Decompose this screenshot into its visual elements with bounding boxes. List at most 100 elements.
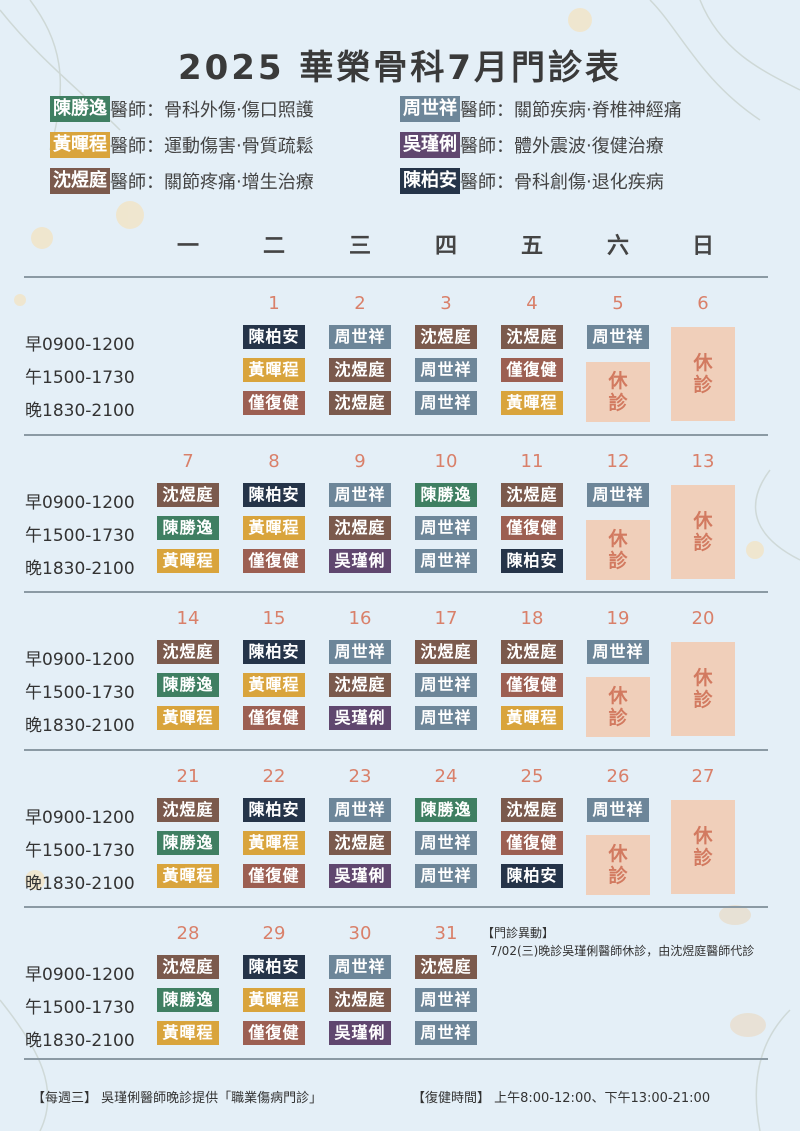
- shift-cell: 周世祥: [415, 1021, 477, 1045]
- shift-cell: 僅復健: [501, 516, 563, 540]
- closed-block: 休診: [586, 677, 650, 737]
- shift-cell: 沈煜庭: [415, 640, 477, 664]
- closed-block: 休診: [671, 485, 735, 579]
- closed-label: 休診: [693, 825, 713, 869]
- day-number: 4: [526, 293, 538, 314]
- shift-cell: 僅復健: [501, 831, 563, 855]
- day-number: 15: [262, 608, 286, 629]
- time-slot-label: 午1500-1730: [25, 368, 135, 388]
- doctor-specialty: 關節疼痛‧增生治療: [164, 172, 314, 193]
- week-divider: [24, 1058, 768, 1060]
- day-number: 19: [606, 608, 630, 629]
- day-number: 16: [348, 608, 372, 629]
- week-divider: [24, 591, 768, 593]
- shift-cell: 沈煜庭: [501, 325, 563, 349]
- closed-label: 休診: [608, 685, 628, 729]
- doctor-title: 醫師：: [110, 172, 164, 193]
- shift-cell: 黃暉程: [243, 988, 305, 1012]
- doctor-specialty: 體外震波‧復健治療: [514, 136, 664, 157]
- shift-cell: 周世祥: [415, 391, 477, 415]
- doctor-specialty: 運動傷害‧骨質疏鬆: [164, 136, 314, 157]
- shift-cell: 黃暉程: [243, 673, 305, 697]
- doctor-tag: 陳勝逸: [50, 96, 110, 122]
- shift-cell: 沈煜庭: [157, 483, 219, 507]
- shift-cell: 陳勝逸: [157, 831, 219, 855]
- footer-rehab-hours: 【復健時間】 上午8:00-12:00、下午13:00-21:00: [412, 1091, 711, 1106]
- time-slot-label: 晚1830-2100: [25, 1031, 135, 1051]
- weekday-label: 一: [176, 234, 199, 259]
- day-number: 13: [691, 451, 715, 472]
- shift-cell: 陳柏安: [243, 798, 305, 822]
- shift-cell: 吳瑾俐: [329, 1021, 391, 1045]
- legend-item: 陳勝逸 醫師： 骨科外傷‧傷口照護: [50, 95, 314, 123]
- time-slot-label: 午1500-1730: [25, 683, 135, 703]
- week-divider: [24, 749, 768, 751]
- shift-cell: 陳柏安: [243, 955, 305, 979]
- doctor-tag: 周世祥: [400, 96, 460, 122]
- day-number: 26: [606, 766, 630, 787]
- legend-item: 周世祥 醫師： 關節疾病‧脊椎神經痛: [400, 95, 682, 123]
- day-number: 2: [354, 293, 366, 314]
- shift-cell: 吳瑾俐: [329, 706, 391, 730]
- time-slot-label: 晚1830-2100: [25, 559, 135, 579]
- time-slot-label: 早0900-1200: [25, 965, 135, 985]
- shift-cell: 周世祥: [329, 640, 391, 664]
- shift-cell: 沈煜庭: [329, 358, 391, 382]
- day-number: 23: [348, 766, 372, 787]
- shift-cell: 周世祥: [415, 358, 477, 382]
- shift-cell: 僅復健: [243, 549, 305, 573]
- shift-cell: 沈煜庭: [157, 955, 219, 979]
- shift-cell: 沈煜庭: [329, 391, 391, 415]
- shift-cell: 沈煜庭: [329, 988, 391, 1012]
- shift-cell: 陳柏安: [243, 325, 305, 349]
- weekday-label: 六: [606, 234, 629, 259]
- time-slot-label: 早0900-1200: [25, 335, 135, 355]
- week-divider: [24, 434, 768, 436]
- day-number: 11: [520, 451, 544, 472]
- day-number: 21: [176, 766, 200, 787]
- shift-cell: 沈煜庭: [329, 831, 391, 855]
- shift-cell: 陳柏安: [243, 640, 305, 664]
- legend-item: 黃暉程 醫師： 運動傷害‧骨質疏鬆: [50, 131, 314, 159]
- shift-cell: 陳勝逸: [415, 483, 477, 507]
- weekday-label: 三: [348, 234, 371, 259]
- legend-item: 沈煜庭 醫師： 關節疼痛‧增生治療: [50, 167, 314, 195]
- shift-cell: 沈煜庭: [501, 483, 563, 507]
- shift-cell: 黃暉程: [243, 516, 305, 540]
- footer-wednesday-note: 【每週三】 吳瑾俐醫師晚診提供「職業傷病門診」: [32, 1091, 323, 1106]
- shift-cell: 周世祥: [415, 706, 477, 730]
- shift-cell: 黃暉程: [157, 549, 219, 573]
- doctor-title: 醫師：: [110, 136, 164, 157]
- shift-cell: 僅復健: [243, 391, 305, 415]
- closed-label: 休診: [608, 528, 628, 572]
- shift-cell: 僅復健: [501, 673, 563, 697]
- closed-label: 休診: [693, 667, 713, 711]
- shift-cell: 黃暉程: [501, 706, 563, 730]
- shift-cell: 沈煜庭: [157, 640, 219, 664]
- day-number: 27: [691, 766, 715, 787]
- time-slot-label: 午1500-1730: [25, 526, 135, 546]
- weekday-label: 五: [520, 234, 543, 259]
- legend-item: 陳柏安 醫師： 骨科創傷‧退化疾病: [400, 167, 664, 195]
- day-number: 25: [520, 766, 544, 787]
- shift-cell: 沈煜庭: [415, 955, 477, 979]
- doctor-specialty: 關節疾病‧脊椎神經痛: [514, 100, 682, 121]
- day-number: 10: [434, 451, 458, 472]
- shift-cell: 陳勝逸: [157, 988, 219, 1012]
- change-notice-title: 【門診異動】: [482, 926, 555, 940]
- day-number: 1: [268, 293, 280, 314]
- doctor-specialty: 骨科創傷‧退化疾病: [514, 172, 664, 193]
- shift-cell: 陳柏安: [501, 549, 563, 573]
- shift-cell: 陳柏安: [243, 483, 305, 507]
- shift-cell: 吳瑾俐: [329, 864, 391, 888]
- day-number: 29: [262, 923, 286, 944]
- closed-label: 休診: [693, 352, 713, 396]
- shift-cell: 吳瑾俐: [329, 549, 391, 573]
- day-number: 22: [262, 766, 286, 787]
- weekday-label: 二: [262, 234, 285, 259]
- shift-cell: 周世祥: [329, 955, 391, 979]
- time-slot-label: 晚1830-2100: [25, 716, 135, 736]
- time-slot-label: 早0900-1200: [25, 493, 135, 513]
- time-slot-label: 早0900-1200: [25, 808, 135, 828]
- doctor-title: 醫師：: [460, 136, 514, 157]
